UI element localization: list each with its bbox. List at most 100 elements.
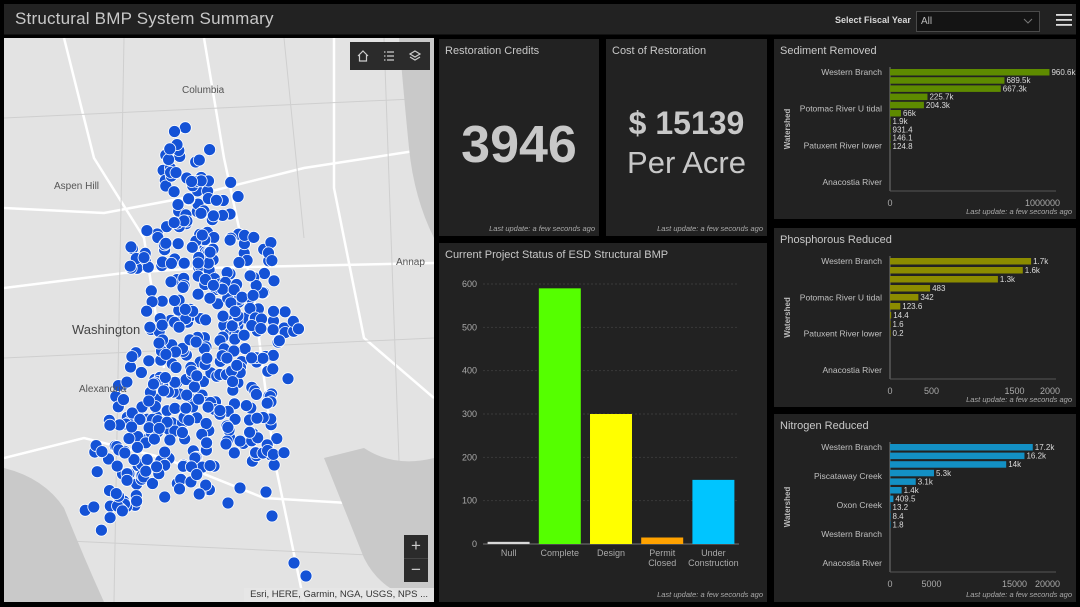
x-tick-label: 0 xyxy=(887,579,892,589)
bmp-marker xyxy=(90,465,104,479)
bmp-marker xyxy=(243,425,257,439)
bmp-marker xyxy=(225,319,239,333)
data-bar xyxy=(890,461,1007,468)
bmp-marker xyxy=(150,460,164,474)
bmp-marker xyxy=(142,354,156,368)
last-update-text: Last update: a few seconds ago xyxy=(966,395,1072,404)
bmp-marker xyxy=(146,477,159,490)
category-label: Western Branch xyxy=(821,442,882,452)
data-bar xyxy=(890,77,1005,84)
bmp-marker xyxy=(266,362,280,376)
category-label: Oxon Creek xyxy=(837,500,883,510)
bmp-marker xyxy=(117,393,130,407)
data-bar xyxy=(890,487,902,494)
bmp-marker xyxy=(158,371,172,385)
bmp-marker xyxy=(168,401,182,415)
legend-list-icon[interactable] xyxy=(376,42,402,70)
hamburger-menu-icon[interactable] xyxy=(1055,12,1073,28)
y-tick-label: 400 xyxy=(462,366,477,376)
home-icon[interactable] xyxy=(350,42,376,70)
data-bar xyxy=(890,469,934,477)
bmp-marker xyxy=(266,447,280,461)
bmp-marker xyxy=(109,487,123,501)
bmp-marker xyxy=(182,192,196,206)
x-tick-label: Closed xyxy=(648,558,676,568)
sediment-removed-chart: Watershed Western Branch Potomac River U t… xyxy=(783,67,1076,208)
map-toolbar xyxy=(350,42,430,70)
bmp-marker xyxy=(267,274,281,288)
bmp-marker xyxy=(189,335,203,349)
bmp-marker xyxy=(162,153,176,166)
category-label: Western Branch xyxy=(821,67,882,77)
bmp-marker xyxy=(164,256,178,270)
bmp-marker xyxy=(249,387,263,401)
fiscal-year-select[interactable]: All xyxy=(916,11,1040,32)
bmp-marker xyxy=(125,420,138,434)
card-title: Nitrogen Reduced xyxy=(780,420,869,432)
data-label: 931.4 xyxy=(893,125,914,134)
data-bar xyxy=(890,495,894,503)
bmp-marker xyxy=(235,290,249,304)
bmp-marker xyxy=(142,394,156,408)
status-bar xyxy=(590,414,632,544)
bmp-marker xyxy=(157,384,171,398)
last-update-text: Last update: a few seconds ago xyxy=(966,590,1072,599)
bmp-marker xyxy=(137,251,151,265)
map-basemap xyxy=(4,38,434,602)
bmp-marker xyxy=(201,400,215,414)
bmp-marker xyxy=(176,280,190,294)
bmp-marker xyxy=(191,256,205,270)
last-update-text: Last update: a few seconds ago xyxy=(966,207,1072,216)
bmp-marker xyxy=(192,153,206,167)
bmp-marker xyxy=(178,302,192,316)
data-bar xyxy=(890,321,891,328)
bmp-marker xyxy=(159,236,173,250)
bmp-map[interactable]: Columbia Aspen Hill Annap Washington Ale… xyxy=(4,38,434,602)
data-bar xyxy=(890,512,891,520)
bmp-marker xyxy=(247,230,261,244)
bmp-marker xyxy=(185,240,199,254)
data-label: 1.7k xyxy=(1033,257,1049,266)
data-bar xyxy=(890,134,891,142)
data-bar xyxy=(890,504,891,511)
bmp-marker xyxy=(169,361,183,374)
bmp-marker xyxy=(203,291,217,305)
y-tick-label: 100 xyxy=(462,496,477,506)
zoom-out-button[interactable]: − xyxy=(404,558,428,581)
bmp-marker xyxy=(123,259,137,273)
data-label: 146.1 xyxy=(893,134,914,143)
bmp-marker xyxy=(246,288,260,302)
bmp-marker xyxy=(216,309,230,323)
bmp-marker xyxy=(232,256,246,269)
bmp-marker xyxy=(190,468,204,481)
x-tick-label: Permit xyxy=(649,548,676,558)
map-attribution: Esri, HERE, Garmin, NGA, USGS, NPS ... xyxy=(244,588,434,602)
bmp-marker xyxy=(95,445,109,459)
data-bar xyxy=(890,303,901,310)
bmp-marker xyxy=(120,375,134,389)
data-label: 1.4k xyxy=(904,486,920,495)
data-label: 667.3k xyxy=(1003,84,1028,93)
phosphorous-reduced-chart: Watershed Western Branch Potomac River U t… xyxy=(783,256,1060,396)
bmp-marker xyxy=(277,446,291,460)
bmp-marker xyxy=(95,523,108,537)
y-tick-label: 0 xyxy=(472,539,477,549)
data-label: 1.6k xyxy=(1025,266,1041,275)
bmp-marker xyxy=(185,175,199,188)
data-bar xyxy=(890,452,1025,460)
zoom-in-button[interactable]: + xyxy=(411,536,421,555)
bmp-marker xyxy=(226,375,240,389)
data-bar xyxy=(890,142,891,150)
layers-icon[interactable] xyxy=(402,42,428,70)
data-label: 14.4 xyxy=(893,311,909,320)
bmp-marker xyxy=(265,509,279,523)
bmp-marker xyxy=(203,143,217,156)
bmp-marker xyxy=(209,193,223,207)
last-update-text: Last update: a few seconds ago xyxy=(489,224,595,233)
y-axis-label: Watershed xyxy=(783,297,792,338)
data-bar xyxy=(890,85,1001,92)
bmp-marker xyxy=(173,482,186,496)
bmp-marker xyxy=(243,269,257,283)
data-bar xyxy=(890,330,891,337)
data-label: 14k xyxy=(1008,460,1022,469)
